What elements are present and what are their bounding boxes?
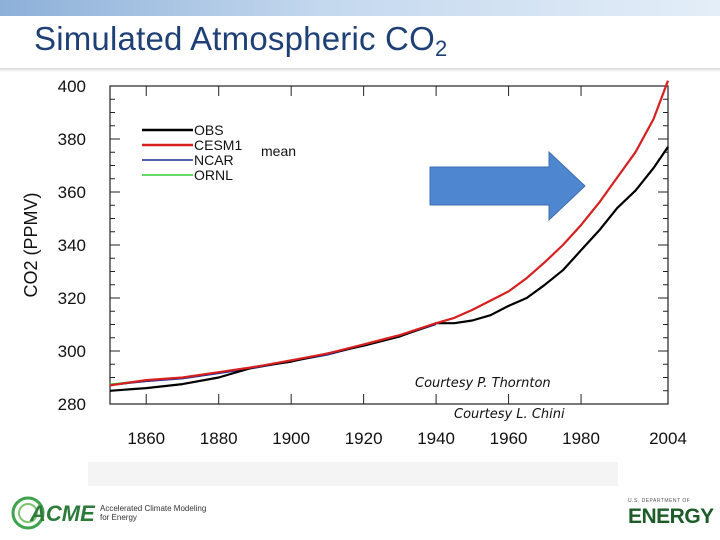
series-line-cesm1 xyxy=(109,80,670,387)
acme-logo: ACME xyxy=(11,496,96,530)
legend-label: NCAR xyxy=(194,152,234,168)
title-divider xyxy=(0,68,720,72)
footer-bar xyxy=(0,486,720,540)
x-tick-label: 1920 xyxy=(345,429,383,448)
co2-chart: 1860 1880 1900 1920 1940 1960 1980 2004 280 300 3… xyxy=(0,72,720,492)
axis-ticks xyxy=(110,85,669,405)
slide-title-subscript: 2 xyxy=(434,36,448,61)
series-line-obs xyxy=(109,146,669,392)
data-series xyxy=(109,80,670,392)
y-axis-label: CO2 (PPMV) xyxy=(21,192,41,297)
legend-label: OBS xyxy=(194,122,224,138)
image-shadow-band xyxy=(88,462,618,486)
y-tick-labels: 280 300 320 340 360 380 400 xyxy=(58,77,86,414)
x-tick-label: 1860 xyxy=(127,429,165,448)
y-tick-label: 280 xyxy=(58,395,86,414)
doe-logo-text: ENERGY xyxy=(628,505,714,528)
x-tick-label: 2004 xyxy=(649,429,687,448)
x-tick-label: 1980 xyxy=(562,429,600,448)
right-arrow-shape xyxy=(429,150,586,222)
chart-panel: 1860 1880 1900 1920 1940 1960 1980 2004 280 300 3… xyxy=(0,72,720,492)
acme-tagline-line-2: for Energy xyxy=(100,513,137,522)
slide-top-bar xyxy=(0,0,720,16)
x-tick-label: 1960 xyxy=(490,429,528,448)
legend-label: CESM1 xyxy=(194,137,242,153)
y-tick-label: 320 xyxy=(58,289,86,308)
x-tick-labels: 1860 1880 1900 1920 1940 1960 1980 2004 xyxy=(127,429,687,448)
x-tick-label: 1940 xyxy=(417,429,455,448)
y-tick-label: 340 xyxy=(58,236,86,255)
y-tick-label: 380 xyxy=(58,130,86,149)
x-tick-label: 1880 xyxy=(200,429,238,448)
plot-background xyxy=(0,72,720,492)
slide-title: Simulated Atmospheric CO2 xyxy=(34,20,447,62)
y-tick-label: 300 xyxy=(58,342,86,361)
x-tick-label: 1900 xyxy=(272,429,310,448)
credit-chini: Courtesy L. Chini xyxy=(454,407,565,422)
acme-logo-text: ACME xyxy=(29,501,96,526)
doe-logo-small-text: U.S. DEPARTMENT OF xyxy=(628,498,691,504)
y-tick-label: 400 xyxy=(58,77,86,96)
y-tick-label: 360 xyxy=(58,183,86,202)
acme-tagline: Accelerated Climate Modeling for Energy xyxy=(100,504,220,522)
acme-logo-ring-inner xyxy=(18,503,38,523)
acme-logo-ring xyxy=(11,496,45,530)
legend-label: ORNL xyxy=(194,167,233,183)
slide-title-main: Simulated Atmospheric CO xyxy=(34,20,435,57)
acme-tagline-line-1: Accelerated Climate Modeling xyxy=(100,504,207,513)
credit-thornton: Courtesy P. Thornton xyxy=(415,376,551,391)
legend-annotation: mean xyxy=(261,143,296,159)
